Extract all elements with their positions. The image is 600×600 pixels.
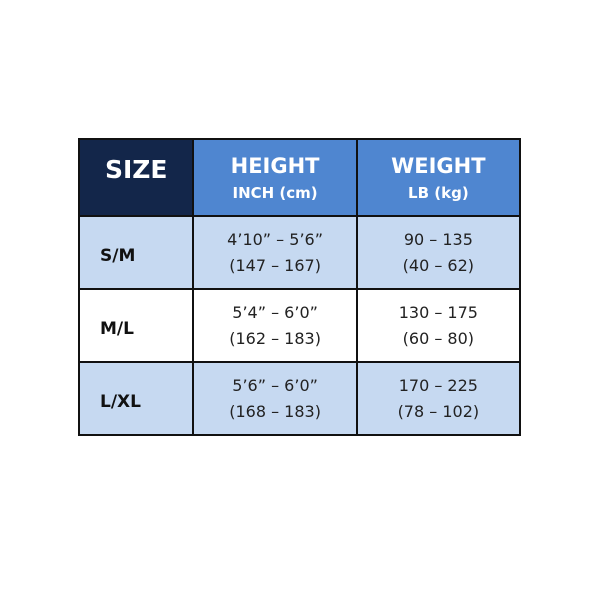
height-cell: 5’6” – 6’0” (168 – 183): [192, 361, 358, 436]
weight-kg: (78 – 102): [397, 401, 480, 421]
height-in: 5’4” – 6’0”: [232, 302, 318, 322]
size-cell: S/M: [77, 215, 195, 290]
height-in: 4’10” – 5’6”: [227, 229, 323, 249]
size-cell: L/XL: [77, 361, 195, 436]
weight-lb: 170 – 225: [398, 375, 478, 395]
header-size: SIZE: [77, 138, 195, 217]
height-cell: 4’10” – 5’6” (147 – 167): [192, 215, 358, 290]
table-row: S/M 4’10” – 5’6” (147 – 167) 90 – 135 (40 …: [77, 215, 522, 290]
header-weight-title: WEIGHT: [391, 153, 486, 178]
weight-cell: 90 – 135 (40 – 62): [355, 215, 522, 290]
header-height-title: HEIGHT: [230, 153, 320, 178]
header-height: HEIGHT INCH (cm): [192, 138, 358, 217]
table-row: M/L 5’4” – 6’0” (162 – 183) 130 – 175 (60 …: [77, 288, 522, 363]
weight-lb: 130 – 175: [398, 302, 478, 322]
weight-cell: 170 – 225 (78 – 102): [355, 361, 522, 436]
size-cell: M/L: [77, 288, 195, 363]
height-cm: (168 – 183): [229, 401, 321, 421]
weight-kg: (60 – 80): [402, 328, 475, 348]
height-in: 5’6” – 6’0”: [232, 375, 318, 395]
height-cm: (162 – 183): [229, 328, 321, 348]
weight-cell: 130 – 175 (60 – 80): [355, 288, 522, 363]
table-row: L/XL 5’6” – 6’0” (168 – 183) 170 – 225 (78…: [77, 361, 522, 436]
weight-lb: 90 – 135: [403, 229, 473, 249]
header-row: SIZE HEIGHT INCH (cm) WEIGHT LB (kg): [77, 138, 522, 217]
weight-kg: (40 – 62): [402, 255, 475, 275]
height-cell: 5’4” – 6’0” (162 – 183): [192, 288, 358, 363]
height-cm: (147 – 167): [229, 255, 321, 275]
header-weight: WEIGHT LB (kg): [355, 138, 522, 217]
size-chart-table: SIZE HEIGHT INCH (cm) WEIGHT LB (kg) S/M…: [77, 138, 522, 436]
header-height-unit: INCH (cm): [232, 183, 318, 202]
header-weight-unit: LB (kg): [408, 183, 469, 202]
